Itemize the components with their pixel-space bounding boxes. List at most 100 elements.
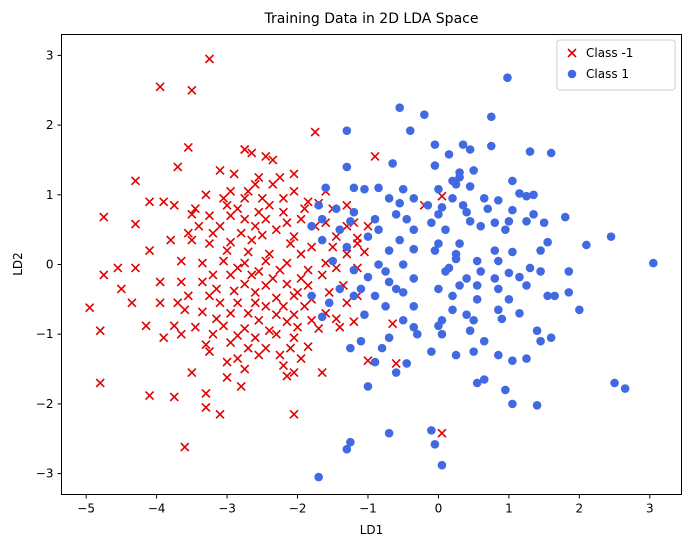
class-1-point <box>420 110 429 119</box>
class-neg1-point <box>240 193 250 203</box>
class-neg1-point <box>285 239 296 249</box>
class-neg1-point <box>226 211 236 221</box>
class-1-point <box>384 246 394 255</box>
class-neg1-point <box>317 270 327 280</box>
class-1-point <box>494 284 503 294</box>
x-tick-label: 0 <box>435 502 443 516</box>
class-neg1-point <box>310 127 320 137</box>
class-neg1-point <box>261 256 271 266</box>
class-neg1-point <box>303 265 313 275</box>
class-neg1-point <box>264 200 274 210</box>
class-neg1-point <box>233 263 243 273</box>
class-neg1-point <box>257 230 267 240</box>
class-1-point <box>486 141 496 151</box>
class-1-point <box>448 193 457 203</box>
class-neg1-point <box>342 249 352 259</box>
class-1-point <box>522 191 531 201</box>
legend-label-class-1: Class 1 <box>586 67 629 81</box>
class-1-point <box>539 218 549 227</box>
class-neg1-point <box>296 214 306 224</box>
class-neg1-point <box>222 357 232 367</box>
class-neg1-point <box>197 258 207 268</box>
class-neg1-point <box>155 298 165 308</box>
class-neg1-point <box>215 165 225 175</box>
class-neg1-point <box>176 277 186 287</box>
class-neg1-point <box>282 317 292 327</box>
class-1-point <box>448 305 457 315</box>
class-1-point <box>409 322 419 332</box>
class-neg1-point <box>240 214 250 224</box>
class-1-point <box>462 274 471 283</box>
class-1-point <box>317 312 327 322</box>
class-1-point <box>515 189 524 198</box>
class-neg1-point <box>173 298 183 308</box>
class-neg1-point <box>335 322 345 332</box>
class-1-point <box>543 237 552 247</box>
y-tick-label: −3 <box>36 467 54 481</box>
class-1-point <box>434 210 443 219</box>
class-1-point <box>536 246 545 255</box>
class-1-point <box>398 260 408 269</box>
class-neg1-point <box>99 270 109 280</box>
x-axis: −5 −4 −3 −2 −1 0 1 2 3 <box>77 494 654 516</box>
class-neg1-point <box>261 301 271 311</box>
class-neg1-point <box>321 258 331 268</box>
class-neg1-point <box>204 54 215 64</box>
class-1-point <box>430 440 440 449</box>
class-neg1-point <box>226 270 236 280</box>
class-1-point <box>465 182 475 191</box>
class-neg1-point <box>169 321 179 331</box>
class-1-point <box>317 214 327 224</box>
class-neg1-point <box>303 197 313 207</box>
class-neg1-point <box>289 186 299 196</box>
class-1-point <box>472 295 482 304</box>
plot-marks <box>85 54 658 482</box>
class-1-point <box>349 291 359 301</box>
x-tick-label: 2 <box>576 502 584 516</box>
class-neg1-point <box>173 162 183 172</box>
class-1-point <box>497 314 507 324</box>
class-neg1-point <box>190 204 200 214</box>
class-neg1-point <box>113 263 123 273</box>
class-neg1-point <box>331 314 341 324</box>
class-1-point <box>434 321 443 331</box>
x-tick-label: 3 <box>646 502 654 516</box>
class-1-point <box>515 308 524 318</box>
class-1-point <box>494 305 503 315</box>
class-1-point <box>314 200 323 210</box>
legend-x-marker <box>567 48 577 58</box>
legend: Class -1 Class 1 <box>556 39 676 91</box>
class-neg1-point <box>176 329 186 339</box>
class-1-point <box>409 225 419 234</box>
class-neg1-point <box>300 301 310 311</box>
class-neg1-point <box>271 329 281 339</box>
class-neg1-point <box>130 176 141 186</box>
class-neg1-point <box>292 322 303 332</box>
class-neg1-point <box>236 381 246 392</box>
class-neg1-point <box>201 388 211 399</box>
class-1-point <box>564 288 574 297</box>
class-1-point <box>469 166 478 175</box>
class-1-point <box>501 385 510 395</box>
class-neg1-point <box>289 232 299 242</box>
class-1-point <box>328 256 338 266</box>
class-neg1-point <box>218 256 229 266</box>
class-1-point <box>434 284 443 294</box>
class-1-point <box>490 274 500 283</box>
class-1-point <box>391 284 401 294</box>
class-neg1-point <box>296 273 306 284</box>
class-1-point <box>437 329 447 339</box>
class-1-point <box>349 183 359 193</box>
class-neg1-point <box>261 214 271 224</box>
class-neg1-point <box>342 200 352 210</box>
class-1-point <box>427 347 436 356</box>
class-1-point <box>479 336 489 346</box>
class-1-point <box>508 399 517 409</box>
class-neg1-point <box>176 256 186 266</box>
class-1-point <box>360 310 369 319</box>
class-1-point <box>324 298 334 308</box>
class-1-point <box>427 426 436 435</box>
class-neg1-point <box>363 356 373 366</box>
class-1-point <box>395 198 404 208</box>
class-neg1-point <box>275 265 285 275</box>
